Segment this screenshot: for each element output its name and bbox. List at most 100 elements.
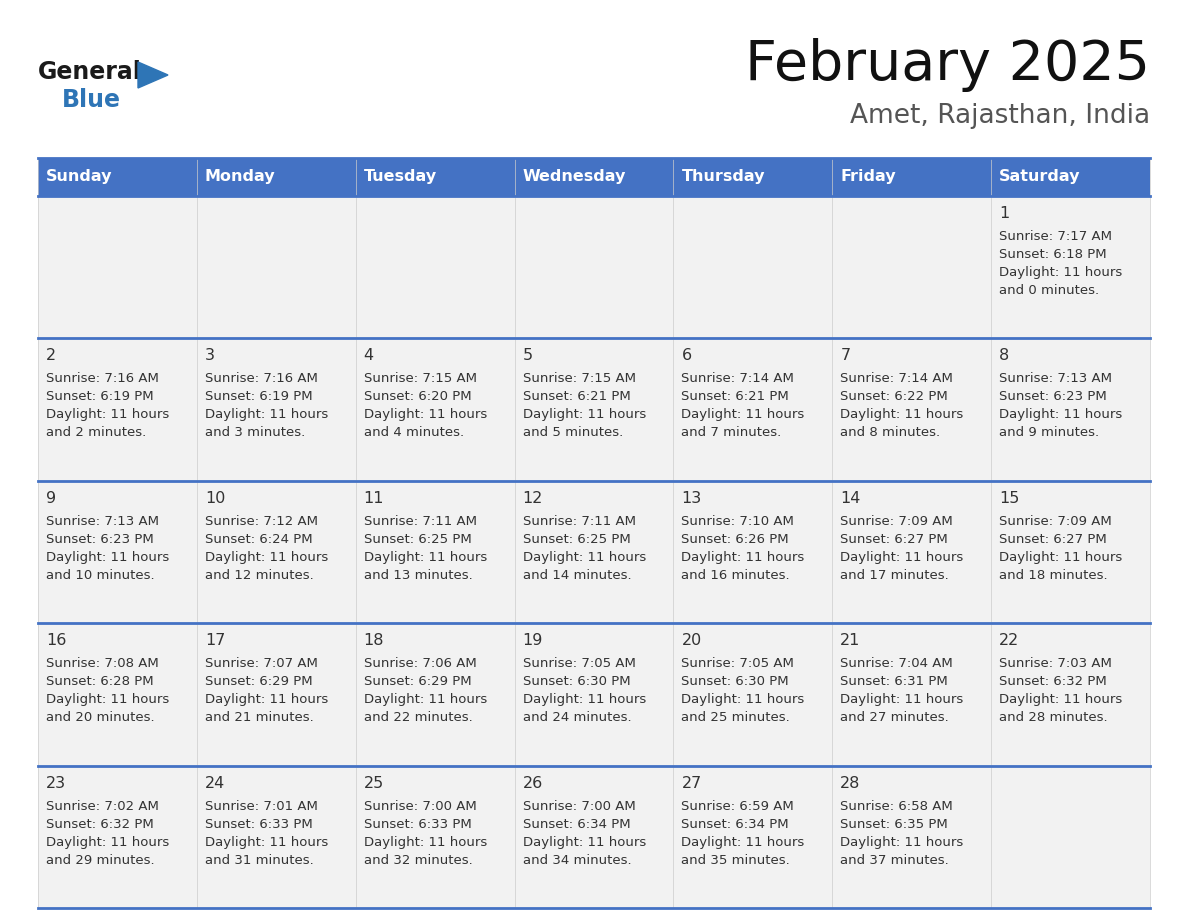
Text: Sunset: 6:32 PM: Sunset: 6:32 PM xyxy=(46,818,153,831)
Text: Daylight: 11 hours: Daylight: 11 hours xyxy=(46,835,169,848)
Text: Daylight: 11 hours: Daylight: 11 hours xyxy=(523,835,646,848)
Text: Daylight: 11 hours: Daylight: 11 hours xyxy=(46,551,169,564)
Text: Sunset: 6:25 PM: Sunset: 6:25 PM xyxy=(364,532,472,546)
Text: and 12 minutes.: and 12 minutes. xyxy=(204,569,314,582)
Text: Daylight: 11 hours: Daylight: 11 hours xyxy=(364,693,487,706)
Text: 5: 5 xyxy=(523,349,532,364)
Text: Sunrise: 7:04 AM: Sunrise: 7:04 AM xyxy=(840,657,953,670)
Text: and 20 minutes.: and 20 minutes. xyxy=(46,711,154,724)
Text: 11: 11 xyxy=(364,491,384,506)
Text: and 32 minutes.: and 32 minutes. xyxy=(364,854,473,867)
Text: Sunrise: 7:00 AM: Sunrise: 7:00 AM xyxy=(364,800,476,812)
Text: Daylight: 11 hours: Daylight: 11 hours xyxy=(682,409,804,421)
Text: 26: 26 xyxy=(523,776,543,790)
Text: 24: 24 xyxy=(204,776,225,790)
Text: Amet, Rajasthan, India: Amet, Rajasthan, India xyxy=(849,103,1150,129)
Text: 13: 13 xyxy=(682,491,702,506)
Text: 18: 18 xyxy=(364,633,384,648)
Bar xyxy=(514,158,674,196)
Text: Blue: Blue xyxy=(62,88,121,112)
Text: 10: 10 xyxy=(204,491,226,506)
Text: Daylight: 11 hours: Daylight: 11 hours xyxy=(682,693,804,706)
Text: Sunrise: 7:03 AM: Sunrise: 7:03 AM xyxy=(999,657,1112,670)
Text: Daylight: 11 hours: Daylight: 11 hours xyxy=(204,835,328,848)
Text: 23: 23 xyxy=(46,776,67,790)
Text: Daylight: 11 hours: Daylight: 11 hours xyxy=(999,693,1123,706)
Text: Daylight: 11 hours: Daylight: 11 hours xyxy=(46,409,169,421)
Text: Sunrise: 7:12 AM: Sunrise: 7:12 AM xyxy=(204,515,318,528)
Text: 22: 22 xyxy=(999,633,1019,648)
Text: Sunset: 6:22 PM: Sunset: 6:22 PM xyxy=(840,390,948,403)
Bar xyxy=(38,766,1150,908)
Bar xyxy=(197,158,355,196)
Text: 19: 19 xyxy=(523,633,543,648)
Bar xyxy=(38,339,1150,481)
Text: Sunset: 6:25 PM: Sunset: 6:25 PM xyxy=(523,532,631,546)
Text: 25: 25 xyxy=(364,776,384,790)
Polygon shape xyxy=(138,62,168,88)
Text: and 21 minutes.: and 21 minutes. xyxy=(204,711,314,724)
Text: Sunrise: 7:06 AM: Sunrise: 7:06 AM xyxy=(364,657,476,670)
Text: 6: 6 xyxy=(682,349,691,364)
Text: and 8 minutes.: and 8 minutes. xyxy=(840,426,941,440)
Text: and 0 minutes.: and 0 minutes. xyxy=(999,284,1099,297)
Text: 17: 17 xyxy=(204,633,226,648)
Bar xyxy=(833,158,991,196)
Text: Daylight: 11 hours: Daylight: 11 hours xyxy=(523,551,646,564)
Text: Sunset: 6:18 PM: Sunset: 6:18 PM xyxy=(999,248,1107,261)
Text: Sunset: 6:24 PM: Sunset: 6:24 PM xyxy=(204,532,312,546)
Text: and 17 minutes.: and 17 minutes. xyxy=(840,569,949,582)
Text: Sunrise: 7:02 AM: Sunrise: 7:02 AM xyxy=(46,800,159,812)
Text: Sunrise: 7:15 AM: Sunrise: 7:15 AM xyxy=(364,373,476,386)
Text: and 4 minutes.: and 4 minutes. xyxy=(364,426,463,440)
Text: and 25 minutes.: and 25 minutes. xyxy=(682,711,790,724)
Text: Sunset: 6:31 PM: Sunset: 6:31 PM xyxy=(840,676,948,688)
Text: and 29 minutes.: and 29 minutes. xyxy=(46,854,154,867)
Text: 27: 27 xyxy=(682,776,702,790)
Text: and 31 minutes.: and 31 minutes. xyxy=(204,854,314,867)
Text: Sunset: 6:26 PM: Sunset: 6:26 PM xyxy=(682,532,789,546)
Text: and 5 minutes.: and 5 minutes. xyxy=(523,426,623,440)
Bar xyxy=(38,623,1150,766)
Text: and 16 minutes.: and 16 minutes. xyxy=(682,569,790,582)
Text: Sunrise: 7:11 AM: Sunrise: 7:11 AM xyxy=(523,515,636,528)
Text: Sunset: 6:30 PM: Sunset: 6:30 PM xyxy=(523,676,630,688)
Text: Daylight: 11 hours: Daylight: 11 hours xyxy=(364,551,487,564)
Bar xyxy=(38,481,1150,623)
Text: Sunrise: 7:14 AM: Sunrise: 7:14 AM xyxy=(840,373,953,386)
Bar xyxy=(38,158,197,196)
Text: Sunrise: 7:14 AM: Sunrise: 7:14 AM xyxy=(682,373,795,386)
Text: Daylight: 11 hours: Daylight: 11 hours xyxy=(840,551,963,564)
Text: Daylight: 11 hours: Daylight: 11 hours xyxy=(46,693,169,706)
Text: 21: 21 xyxy=(840,633,860,648)
Text: Sunset: 6:23 PM: Sunset: 6:23 PM xyxy=(46,532,153,546)
Text: Sunset: 6:19 PM: Sunset: 6:19 PM xyxy=(46,390,153,403)
Text: Daylight: 11 hours: Daylight: 11 hours xyxy=(364,409,487,421)
Text: Sunset: 6:19 PM: Sunset: 6:19 PM xyxy=(204,390,312,403)
Text: Sunrise: 7:16 AM: Sunrise: 7:16 AM xyxy=(204,373,317,386)
Text: Sunset: 6:30 PM: Sunset: 6:30 PM xyxy=(682,676,789,688)
Text: Sunrise: 7:00 AM: Sunrise: 7:00 AM xyxy=(523,800,636,812)
Text: Sunrise: 6:59 AM: Sunrise: 6:59 AM xyxy=(682,800,795,812)
Text: Sunset: 6:21 PM: Sunset: 6:21 PM xyxy=(523,390,631,403)
Text: Sunrise: 7:07 AM: Sunrise: 7:07 AM xyxy=(204,657,317,670)
Text: and 3 minutes.: and 3 minutes. xyxy=(204,426,305,440)
Text: and 13 minutes.: and 13 minutes. xyxy=(364,569,473,582)
Text: Sunrise: 7:15 AM: Sunrise: 7:15 AM xyxy=(523,373,636,386)
Text: Sunrise: 7:01 AM: Sunrise: 7:01 AM xyxy=(204,800,317,812)
Text: Sunset: 6:29 PM: Sunset: 6:29 PM xyxy=(364,676,472,688)
Text: Sunrise: 7:05 AM: Sunrise: 7:05 AM xyxy=(682,657,795,670)
Text: Sunset: 6:23 PM: Sunset: 6:23 PM xyxy=(999,390,1107,403)
Text: Sunset: 6:27 PM: Sunset: 6:27 PM xyxy=(840,532,948,546)
Text: and 10 minutes.: and 10 minutes. xyxy=(46,569,154,582)
Text: Sunset: 6:20 PM: Sunset: 6:20 PM xyxy=(364,390,472,403)
Text: Thursday: Thursday xyxy=(682,170,765,185)
Text: Monday: Monday xyxy=(204,170,276,185)
Text: and 27 minutes.: and 27 minutes. xyxy=(840,711,949,724)
Text: Sunrise: 7:16 AM: Sunrise: 7:16 AM xyxy=(46,373,159,386)
Text: Daylight: 11 hours: Daylight: 11 hours xyxy=(204,693,328,706)
Text: Sunrise: 7:17 AM: Sunrise: 7:17 AM xyxy=(999,230,1112,243)
Text: Daylight: 11 hours: Daylight: 11 hours xyxy=(999,409,1123,421)
Text: 8: 8 xyxy=(999,349,1010,364)
Text: Sunset: 6:35 PM: Sunset: 6:35 PM xyxy=(840,818,948,831)
